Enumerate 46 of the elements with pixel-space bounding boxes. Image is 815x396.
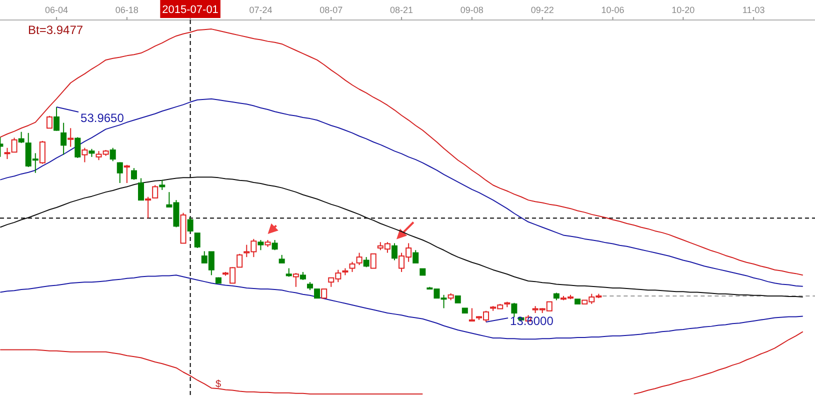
candlestick	[392, 242, 398, 261]
candlestick	[187, 216, 194, 233]
candlestick	[194, 232, 200, 249]
candlestick	[272, 240, 278, 251]
x-tick-label: 07-24	[249, 5, 272, 15]
x-tick-label: 10-06	[601, 5, 624, 15]
candlestick	[110, 147, 116, 162]
candlestick	[54, 106, 60, 132]
x-tick-label: 06-18	[115, 5, 138, 15]
candlestick	[145, 196, 152, 219]
x-tick-label: 09-08	[460, 5, 484, 15]
candlestick	[321, 288, 328, 299]
x-tick-label: 09-22	[530, 5, 554, 15]
candlestick	[370, 253, 376, 269]
candlestick	[130, 168, 137, 180]
annotation: 13.6000	[510, 314, 554, 328]
annotation: $	[216, 379, 222, 390]
x-tick-label: 2015-07-01	[162, 4, 218, 16]
candlestick	[39, 140, 46, 164]
candlestick	[363, 256, 370, 268]
candlestick	[18, 131, 24, 144]
candlestick	[68, 128, 74, 148]
x-tick-label: 11-03	[742, 5, 765, 15]
x-tick-label: 08-07	[320, 5, 343, 15]
candlestick	[258, 240, 264, 251]
annotation: 53.9650	[80, 111, 124, 126]
candlestick	[46, 115, 52, 129]
candlestick	[82, 147, 88, 163]
candlestick	[349, 261, 356, 272]
candlestick	[468, 308, 475, 322]
candlestick	[412, 250, 419, 264]
candlestick	[60, 122, 67, 156]
candlestick	[314, 288, 320, 299]
candlestick	[356, 252, 362, 266]
candlestick	[511, 302, 518, 318]
x-tick-label: 08-21	[390, 5, 414, 15]
candlestick	[152, 184, 158, 198]
candlestick	[292, 272, 299, 288]
candlestick	[116, 162, 123, 184]
candlestick	[124, 164, 130, 184]
annotation: Bt=3.9477	[28, 23, 84, 37]
candlestick	[138, 178, 144, 201]
candlestick	[159, 179, 166, 190]
x-tick-label: 10-20	[672, 5, 695, 15]
candlestick	[74, 136, 81, 158]
x-tick-label: 06-04	[45, 5, 68, 15]
